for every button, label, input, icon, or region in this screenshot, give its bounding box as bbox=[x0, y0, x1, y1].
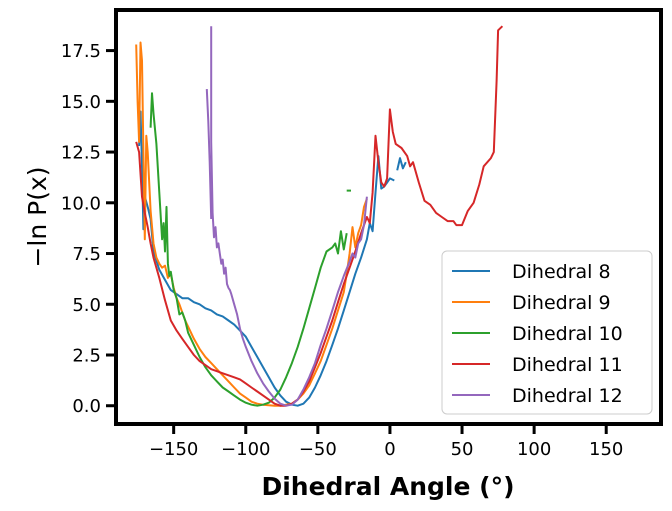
y-tick-label: 7.5 bbox=[72, 244, 101, 265]
x-tick-label: 150 bbox=[589, 439, 623, 460]
legend: Dihedral 8 Dihedral 9 Dihedral 10 Dihedral … bbox=[441, 250, 653, 415]
y-tick-label: 10.0 bbox=[61, 193, 101, 214]
series-line-1-segment-2 bbox=[396, 157, 407, 171]
x-axis-label: Dihedral Angle (°) bbox=[261, 472, 514, 501]
x-tick-label: −50 bbox=[299, 439, 337, 460]
legend-entry: Dihedral 8 bbox=[512, 261, 611, 283]
plot-lines bbox=[135, 25, 504, 407]
y-tick-label: 17.5 bbox=[61, 41, 101, 62]
legend-entry: Dihedral 12 bbox=[512, 385, 623, 407]
series-line-5-segment-2 bbox=[205, 89, 213, 220]
y-tick-label: 12.5 bbox=[61, 143, 101, 164]
x-tick-label: −100 bbox=[221, 439, 270, 460]
x-tick-label: −150 bbox=[149, 439, 198, 460]
legend-entry: Dihedral 10 bbox=[512, 323, 623, 345]
legend-box bbox=[441, 250, 653, 415]
x-axis: −150 −100 −50 0 50 100 150 bbox=[149, 424, 623, 460]
y-tick-label: 5.0 bbox=[72, 295, 101, 316]
legend-entry: Dihedral 9 bbox=[512, 292, 611, 314]
y-axis-label: −ln P(x) bbox=[23, 166, 52, 267]
y-tick-label: 15.0 bbox=[61, 92, 101, 113]
x-tick-label: 0 bbox=[384, 439, 395, 460]
x-tick-label: 100 bbox=[517, 439, 551, 460]
x-tick-label: 50 bbox=[451, 439, 474, 460]
legend-entry: Dihedral 11 bbox=[512, 354, 623, 376]
y-axis: 0.0 2.5 5.0 7.5 10.0 12.5 15.0 17.5 bbox=[61, 41, 116, 417]
series-line-3 bbox=[149, 92, 348, 407]
y-tick-label: 0.0 bbox=[72, 396, 101, 417]
series-line-5 bbox=[210, 26, 368, 407]
y-tick-label: 2.5 bbox=[72, 346, 101, 367]
series-line-2 bbox=[135, 41, 368, 407]
series-line-1 bbox=[138, 110, 395, 407]
series-line-4 bbox=[135, 25, 504, 407]
